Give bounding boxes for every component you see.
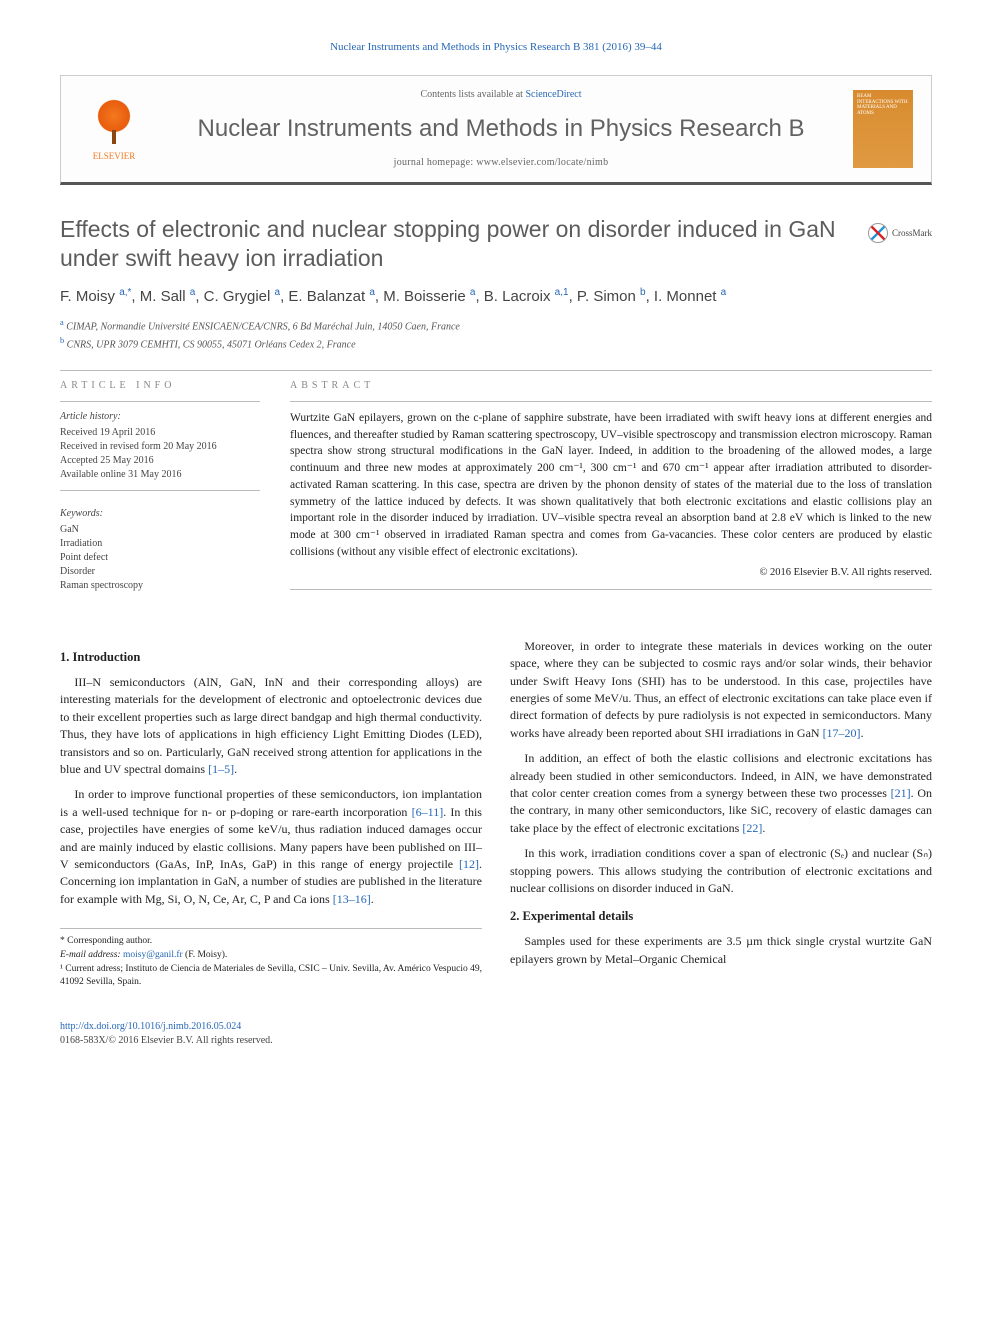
corresponding-author-note: * Corresponding author. <box>60 935 482 949</box>
text: . <box>762 821 765 835</box>
crossmark-icon <box>868 223 888 243</box>
text: . <box>234 762 237 776</box>
intro-paragraph-3: Moreover, in order to integrate these ma… <box>510 638 932 742</box>
text: . <box>861 726 864 740</box>
affiliation-a: CIMAP, Normandie Université ENSICAEN/CEA… <box>66 322 460 333</box>
abstract-column: ABSTRACT Wurtzite GaN epilayers, grown o… <box>290 379 932 598</box>
section-heading-intro: 1. Introduction <box>60 648 482 666</box>
email-suffix: (F. Moisy). <box>183 950 228 960</box>
history-item: Received in revised form 20 May 2016 <box>60 440 260 454</box>
authors-line: F. Moisy a,*, M. Sall a, C. Grygiel a, E… <box>60 286 932 307</box>
contents-line: Contents lists available at ScienceDirec… <box>167 88 835 102</box>
header-center: Contents lists available at ScienceDirec… <box>167 88 835 170</box>
text: Moreover, in order to integrate these ma… <box>510 639 932 740</box>
divider <box>60 401 260 402</box>
citation-link[interactable]: [21] <box>891 786 911 800</box>
keyword: Disorder <box>60 565 260 579</box>
footnotes-block: * Corresponding author. E-mail address: … <box>60 928 482 990</box>
citation-link[interactable]: [1–5] <box>208 762 234 776</box>
affiliations: a CIMAP, Normandie Université ENSICAEN/C… <box>60 317 932 352</box>
keyword: Point defect <box>60 551 260 565</box>
article-info-label: ARTICLE INFO <box>60 379 260 393</box>
affiliation-b: CNRS, UPR 3079 CEMHTI, CS 90055, 45071 O… <box>67 339 356 350</box>
journal-cover-thumb[interactable]: BEAM INTERACTIONS WITH MATERIALS AND ATO… <box>853 90 913 168</box>
body-two-column: 1. Introduction III–N semiconductors (Al… <box>60 638 932 990</box>
journal-name: Nuclear Instruments and Methods in Physi… <box>167 112 835 146</box>
keywords-block: Keywords: GaN Irradiation Point defect D… <box>60 507 260 593</box>
experimental-paragraph-1: Samples used for these experiments are 3… <box>510 933 932 968</box>
doi-link[interactable]: http://dx.doi.org/10.1016/j.nimb.2016.05… <box>60 1021 241 1032</box>
article-history: Article history: Received 19 April 2016 … <box>60 410 260 482</box>
keyword: GaN <box>60 523 260 537</box>
abstract-text: Wurtzite GaN epilayers, grown on the c-p… <box>290 410 932 560</box>
email-label: E-mail address: <box>60 950 123 960</box>
history-item: Received 19 April 2016 <box>60 426 260 440</box>
citation-link[interactable]: [6–11] <box>412 805 444 819</box>
text: In addition, an effect of both the elast… <box>510 751 932 800</box>
intro-paragraph-5: In this work, irradiation conditions cov… <box>510 845 932 897</box>
keywords-label: Keywords: <box>60 507 260 521</box>
article-title: Effects of electronic and nuclear stoppi… <box>60 215 848 273</box>
section-heading-experimental: 2. Experimental details <box>510 907 932 925</box>
text: . <box>371 892 374 906</box>
article-info-column: ARTICLE INFO Article history: Received 1… <box>60 379 260 598</box>
history-item: Available online 31 May 2016 <box>60 468 260 482</box>
journal-header-box: ELSEVIER Contents lists available at Sci… <box>60 75 932 185</box>
citation-link[interactable]: [13–16] <box>333 892 371 906</box>
journal-homepage[interactable]: journal homepage: www.elsevier.com/locat… <box>167 156 835 170</box>
keyword: Irradiation <box>60 537 260 551</box>
intro-paragraph-4: In addition, an effect of both the elast… <box>510 750 932 837</box>
divider <box>60 490 260 491</box>
crossmark-badge[interactable]: CrossMark <box>868 223 932 243</box>
author-email-link[interactable]: moisy@ganil.fr <box>123 950 183 960</box>
citation-link[interactable]: [12] <box>459 857 479 871</box>
sciencedirect-link[interactable]: ScienceDirect <box>525 89 581 100</box>
author-address-note: ¹ Current adress; Instituto de Ciencia d… <box>60 963 482 991</box>
intro-paragraph-2: In order to improve functional propertie… <box>60 786 482 908</box>
abstract-copyright: © 2016 Elsevier B.V. All rights reserved… <box>290 566 932 581</box>
email-line: E-mail address: moisy@ganil.fr (F. Moisy… <box>60 949 482 963</box>
contents-prefix: Contents lists available at <box>420 89 525 100</box>
divider <box>290 589 932 590</box>
publisher-logo-label: ELSEVIER <box>79 150 149 163</box>
divider <box>60 370 932 371</box>
publisher-logo[interactable]: ELSEVIER <box>79 96 149 163</box>
issn-copyright-line: 0168-583X/© 2016 Elsevier B.V. All right… <box>60 1035 273 1046</box>
doi-footer: http://dx.doi.org/10.1016/j.nimb.2016.05… <box>60 1020 932 1048</box>
keyword: Raman spectroscopy <box>60 579 260 593</box>
citation-link[interactable]: [17–20] <box>823 726 861 740</box>
running-head-citation: Nuclear Instruments and Methods in Physi… <box>60 40 932 55</box>
divider <box>290 401 932 402</box>
citation-link[interactable]: [22] <box>742 821 762 835</box>
history-item: Accepted 25 May 2016 <box>60 454 260 468</box>
abstract-label: ABSTRACT <box>290 379 932 393</box>
history-label: Article history: <box>60 410 260 424</box>
text: III–N semiconductors (AlN, GaN, InN and … <box>60 675 482 776</box>
crossmark-label: CrossMark <box>892 227 932 240</box>
elsevier-tree-icon <box>89 96 139 146</box>
intro-paragraph-1: III–N semiconductors (AlN, GaN, InN and … <box>60 674 482 778</box>
